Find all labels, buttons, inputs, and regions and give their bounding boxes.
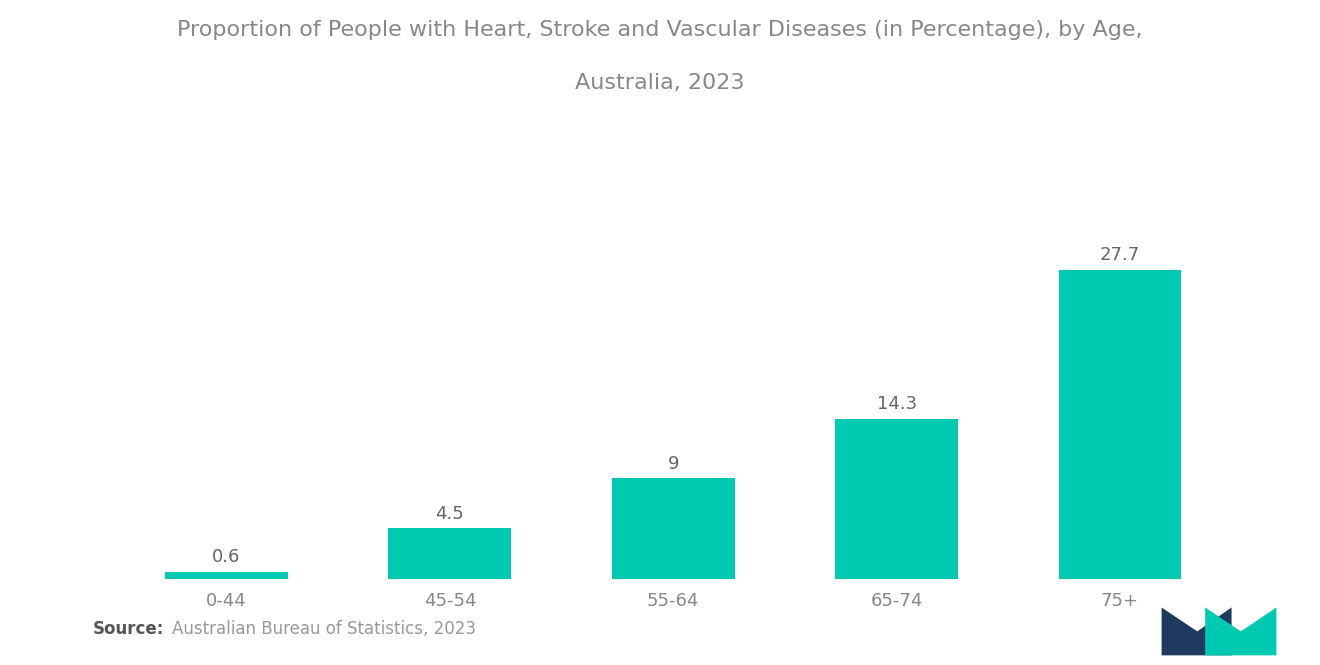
Polygon shape [1205, 608, 1276, 656]
Bar [611, 478, 735, 579]
Text: 27.7: 27.7 [1100, 246, 1140, 264]
Text: Source:: Source: [92, 620, 164, 638]
Text: 14.3: 14.3 [876, 396, 916, 414]
Bar [165, 572, 288, 579]
Polygon shape [1162, 608, 1232, 656]
Bar [1059, 269, 1181, 579]
Bar [388, 529, 511, 579]
Bar [836, 419, 958, 579]
Text: Proportion of People with Heart, Stroke and Vascular Diseases (in Percentage), b: Proportion of People with Heart, Stroke … [177, 20, 1143, 40]
Text: Australian Bureau of Statistics, 2023: Australian Bureau of Statistics, 2023 [172, 620, 475, 638]
Text: 0.6: 0.6 [213, 548, 240, 567]
Text: 9: 9 [668, 455, 678, 473]
Text: 4.5: 4.5 [436, 505, 465, 523]
Text: Australia, 2023: Australia, 2023 [576, 73, 744, 93]
